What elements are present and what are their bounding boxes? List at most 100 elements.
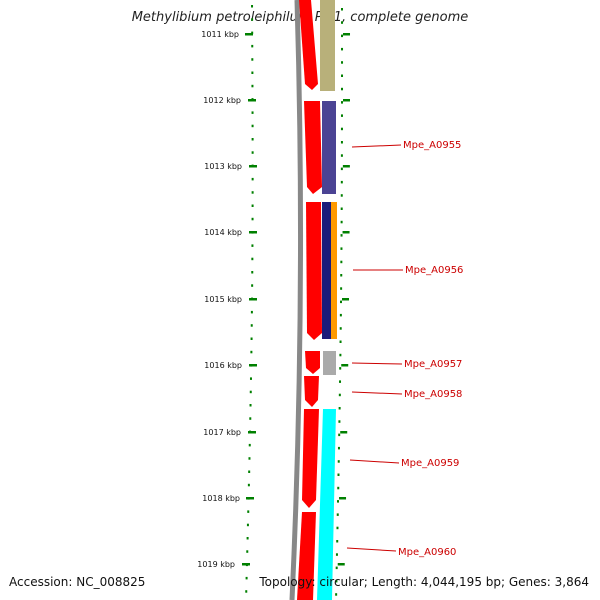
right-ruler-major-tick [343,99,350,102]
cds-purple [322,101,336,194]
right-ruler-tick [340,234,343,237]
ruler-minor-tick [251,244,254,247]
ruler-label: 1018 kbp [202,494,240,503]
right-ruler-tick [340,247,343,250]
right-ruler-tick [337,446,340,450]
ruler-major-tick [249,364,257,367]
ruler-minor-tick [249,377,252,380]
ruler-minor-tick [250,364,253,367]
ruler-minor-tick [251,231,254,234]
right-ruler-tick [340,127,343,131]
ruler-minor-tick [251,217,254,221]
right-ruler-tick [340,141,343,144]
ruler-minor-tick [248,470,251,473]
gene-label: Mpe_A0957 [404,359,462,370]
ruler-minor-tick [247,497,250,500]
cds-red-3 [306,202,322,340]
gene-leader-line [351,144,402,148]
right-ruler-tick [335,593,338,596]
right-ruler-tick [339,380,342,383]
ruler-minor-tick [250,310,253,314]
gene-label: Mpe_A0955 [403,140,461,151]
right-ruler-tick [340,101,343,104]
ruler-major-tick [248,431,256,434]
gene-label: Mpe_A0959 [401,458,459,469]
ruler-minor-tick [251,98,254,101]
cds-red-7 [297,512,316,600]
forward-cds-track [297,0,322,600]
ruler-minor-tick [251,31,254,35]
right-ruler-tick [337,460,340,463]
gene-label: Mpe_A0960 [398,547,456,558]
cds-olive [320,0,335,91]
right-ruler-tick [341,61,344,64]
ruler-minor-tick [251,297,254,301]
right-ruler-tick [337,486,340,490]
ruler-minor-tick [251,58,254,61]
right-ruler-tick [336,513,339,516]
ruler-minor-tick [246,523,249,527]
ruler-minor-tick [246,537,249,540]
right-ruler-tick [340,220,343,224]
ruler-minor-tick [251,271,254,274]
right-ruler [335,8,351,596]
right-ruler-tick [339,353,342,357]
ruler-minor-tick [248,443,251,447]
ruler-label: 1017 kbp [203,428,241,437]
ruler-label: 1012 kbp [203,96,241,105]
ruler-major-tick [245,33,253,36]
gene-leader-line [346,547,397,552]
ruler-labels: 1011 kbp 1012 kbp 1013 kbp 1014 kbp 1015… [197,30,242,569]
ruler-minor-tick [245,563,248,567]
right-ruler-tick [341,74,344,77]
right-ruler-tick [336,500,339,503]
ruler-minor-tick [251,164,254,168]
ruler-minor-tick [250,324,253,327]
ruler-minor-tick [248,457,251,460]
cds-navy [322,202,331,339]
right-ruler-tick [340,260,343,264]
ruler-label: 1016 kbp [204,361,242,370]
ruler-minor-tick [251,177,254,181]
right-ruler-tick [341,21,344,24]
right-ruler-tick [341,47,344,51]
ruler-minor-tick [250,337,253,340]
ruler-minor-tick [251,44,254,48]
right-ruler-tick [340,114,343,117]
cds-cyan [317,409,336,600]
ruler-minor-tick [251,18,254,21]
cds-red-5 [304,376,319,407]
right-ruler-tick [340,194,343,197]
right-ruler-tick [340,274,343,277]
right-ruler-tick [338,407,341,410]
cds-red-6 [302,409,319,508]
ruler-minor-tick [247,510,250,513]
gene-leader-line [351,362,403,365]
right-ruler-tick [340,167,343,171]
right-ruler-major-tick [339,497,347,500]
ruler-label: 1014 kbp [204,228,242,237]
right-ruler-tick [340,180,343,184]
ruler-minor-tick [247,483,250,487]
right-ruler-tick [339,300,342,304]
ruler-minor-tick [251,284,254,287]
right-ruler-tick [335,566,338,570]
ruler-minor-tick [249,404,252,407]
cds-orange [331,202,337,339]
right-ruler-tick [340,154,343,157]
ruler-minor-tick [250,350,253,354]
ruler-minor-tick [251,5,254,8]
ruler-major-tick [246,497,254,500]
ruler-minor-tick [251,111,254,114]
ruler-minor-tick [251,204,254,207]
right-ruler-major-tick [343,33,351,36]
ruler-minor-tick [251,71,254,74]
cds-red-2 [304,101,322,194]
ruler-minor-tick [249,390,252,394]
cds-red-1 [299,0,318,90]
right-ruler-tick [339,367,342,370]
ruler-minor-tick [249,417,252,420]
right-ruler-tick [340,287,343,290]
right-ruler-tick [335,553,338,556]
